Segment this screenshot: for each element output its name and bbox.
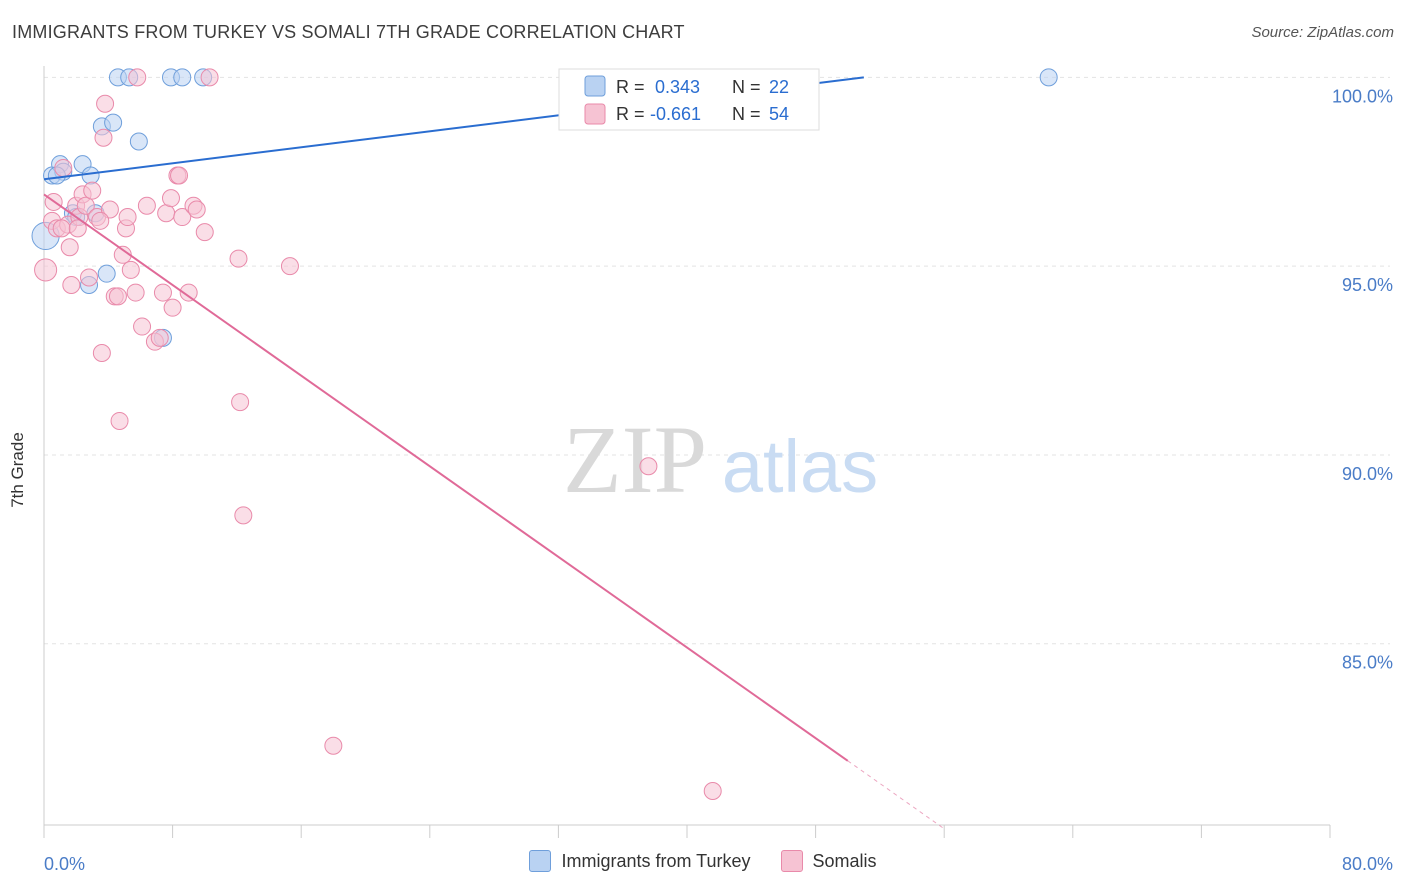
somali-point (153, 283, 172, 302)
somali-point (96, 94, 115, 113)
legend-label-turkey: Immigrants from Turkey (561, 850, 751, 871)
legend-r-label-blue: R = (616, 77, 645, 97)
legend-swatch-pink (584, 103, 606, 125)
somali-point (137, 196, 156, 215)
somali-point (170, 166, 189, 185)
x-tick-label-max: 80.0% (1342, 854, 1393, 874)
somali-point (108, 287, 127, 306)
y-tick-label: 95.0% (1342, 275, 1393, 295)
legend-n-label-blue: N = (732, 77, 761, 97)
legend-swatch-turkey (529, 850, 552, 872)
somali-point (163, 298, 182, 317)
chart-title: IMMIGRANTS FROM TURKEY VS SOMALI 7TH GRA… (12, 22, 685, 42)
somali-point (110, 411, 129, 430)
somali-point (94, 128, 113, 147)
legend-n-label-pink: N = (732, 104, 761, 124)
somali-point (229, 249, 248, 268)
somali-point (68, 219, 87, 238)
legend-box: R = 0.343 N = 22 R = -0.661 N = 54 (558, 68, 820, 131)
turkey-point (173, 68, 192, 87)
somali-point (60, 238, 79, 257)
legend-label-somalis: Somalis (812, 850, 877, 871)
somali-point (121, 260, 140, 279)
somali-point (195, 223, 214, 242)
tick-labels: 100.0% 95.0% 90.0% 85.0% 0.0% 80.0% (44, 86, 1393, 874)
y-tick-label: 90.0% (1342, 464, 1393, 484)
somali-point (80, 268, 99, 287)
somali-point (34, 258, 58, 282)
gridlines (44, 76, 1390, 645)
turkey-point (97, 264, 116, 283)
legend-n-value-pink: 54 (769, 104, 789, 124)
somali-point (76, 196, 95, 215)
somali-point (157, 204, 176, 223)
somali-point (128, 68, 147, 87)
somali-point (173, 208, 192, 227)
somali-point (83, 181, 102, 200)
legend-n-value-blue: 22 (769, 77, 789, 97)
axes (43, 66, 1331, 838)
y-tick-label: 85.0% (1342, 653, 1393, 673)
legend-item-somalis[interactable]: Somalis (780, 850, 877, 872)
somali-trend-extension (847, 760, 945, 830)
somali-point (150, 328, 169, 347)
watermark-zip: ZIP (563, 406, 707, 513)
legend-r-value-blue: 0.343 (655, 77, 700, 97)
somali-point (91, 211, 110, 230)
somali-point (118, 208, 137, 227)
turkey-point (81, 166, 100, 185)
legend-swatch-somalis (780, 850, 803, 872)
somali-point (200, 68, 219, 87)
legend-r-value-pink: -0.661 (650, 104, 701, 124)
turkey-point (129, 132, 148, 151)
somali-point (52, 219, 71, 238)
somali-point (639, 457, 658, 476)
somali-point (703, 782, 722, 801)
y-tick-label: 100.0% (1332, 86, 1393, 106)
watermark: ZIP atlas (563, 406, 878, 513)
turkey-point (1039, 68, 1058, 87)
somali-point (179, 283, 198, 302)
x-tick-label-min: 0.0% (44, 854, 85, 874)
legend-swatch-blue (584, 75, 606, 97)
somali-point (92, 343, 111, 362)
turkey-point (104, 113, 123, 132)
somali-trend-line (43, 193, 849, 762)
watermark-atlas: atlas (722, 425, 878, 508)
data-points (31, 68, 1058, 801)
somali-point (126, 283, 145, 302)
legend-item-turkey[interactable]: Immigrants from Turkey (529, 850, 751, 872)
somali-point (324, 736, 343, 755)
bottom-legend: Immigrants from Turkey Somalis (0, 850, 1406, 872)
somali-point (280, 257, 299, 276)
somali-point (133, 317, 152, 336)
somali-point (54, 158, 73, 177)
somali-point (161, 189, 180, 208)
legend-r-label-pink: R = (616, 104, 645, 124)
source-label: Source: ZipAtlas.com (1251, 24, 1394, 41)
somali-point (231, 393, 250, 412)
somali-point (187, 200, 206, 219)
somali-point (234, 506, 253, 525)
somali-point (62, 276, 81, 295)
